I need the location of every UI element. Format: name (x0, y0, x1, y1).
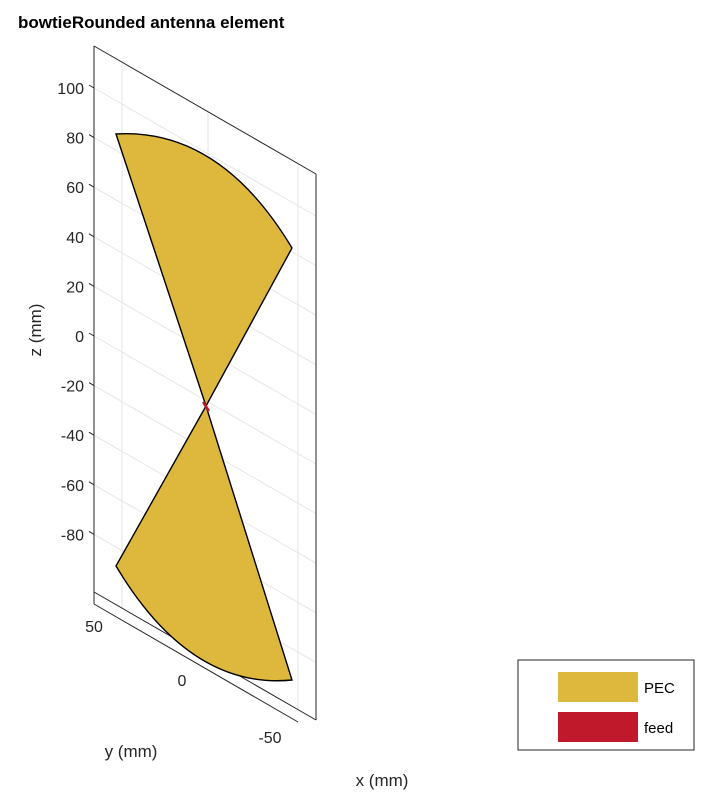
upper-wing-pec (115, 133, 293, 408)
y-tick-label: 0 (178, 673, 187, 690)
feed-marker (201, 401, 211, 412)
z-tick-mark (88, 481, 95, 486)
z-tick-mark (88, 530, 95, 535)
y-tick-label: 50 (85, 619, 103, 636)
z-tick-mark (88, 183, 95, 188)
legend: PEC feed (517, 659, 695, 751)
z-axis-label: z (mm) (26, 304, 45, 357)
y-axis-label: y (mm) (105, 742, 158, 761)
z-tick-mark (88, 84, 95, 89)
z-tick-label: -20 (61, 379, 84, 396)
z-tick-label: -60 (61, 478, 84, 495)
x-axis-label: x (mm) (356, 771, 409, 790)
z-tick-label: 0 (75, 329, 84, 346)
z-tick-mark (88, 282, 95, 287)
z-tick-label: 80 (66, 131, 84, 148)
chart-title: bowtieRounded antenna element (18, 13, 285, 32)
x-axis-line (93, 603, 299, 723)
z-tick-label: -40 (61, 428, 84, 445)
z-tick-label: -80 (61, 527, 84, 544)
legend-label-feed: feed (644, 720, 673, 737)
z-tick-label: 60 (66, 180, 84, 197)
ticks: 100 80 60 40 20 0 -20 -40 -60 -80 50 0 -50 (57, 81, 281, 747)
z-tick-mark (88, 233, 95, 238)
z-tick-mark (88, 332, 95, 337)
antenna-geometry (115, 133, 293, 682)
z-tick-label: 20 (66, 279, 84, 296)
z-tick-label: 40 (66, 230, 84, 247)
lower-wing-pec (115, 404, 293, 682)
z-tick-mark (88, 382, 95, 387)
legend-swatch-pec (558, 672, 638, 702)
legend-label-pec: PEC (644, 680, 675, 697)
back-top-edge (93, 45, 317, 175)
z-tick-label: 100 (57, 81, 84, 98)
z-tick-mark (88, 134, 95, 139)
z-tick-mark (88, 431, 95, 436)
legend-swatch-feed (558, 712, 638, 742)
grid-horizontal (93, 87, 317, 217)
x-tick-label: -50 (258, 730, 281, 747)
